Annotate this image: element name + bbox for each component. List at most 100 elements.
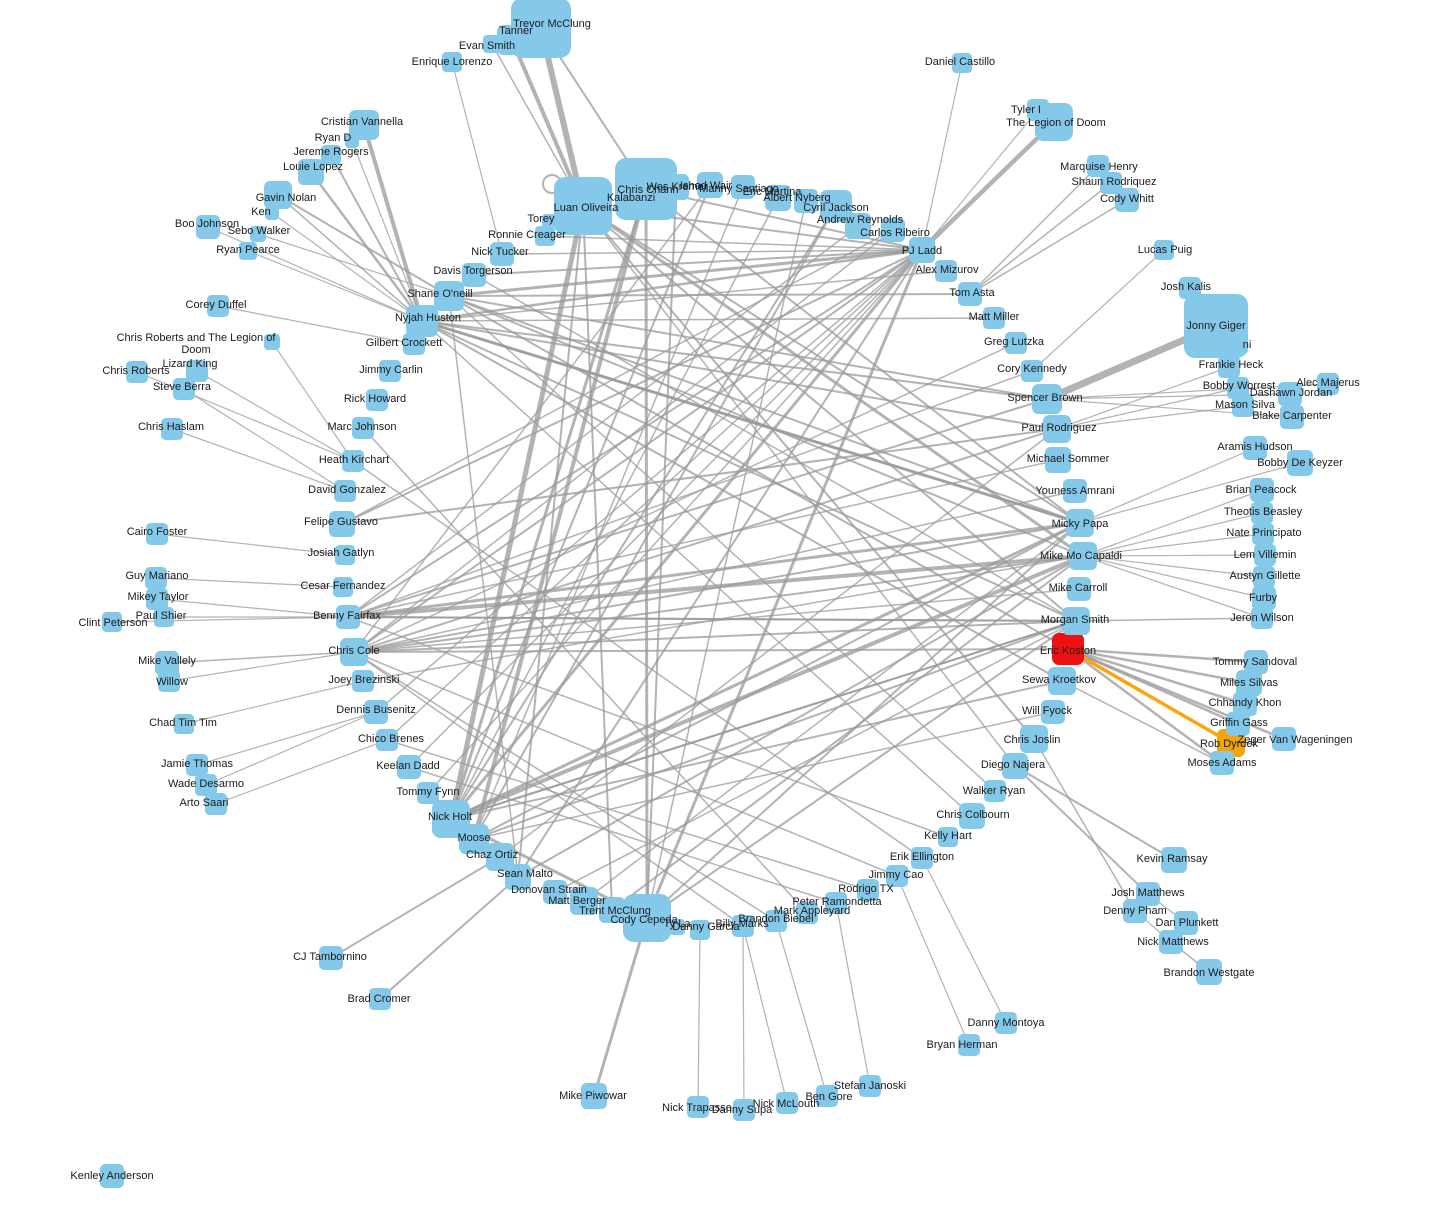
graph-node-mikey-taylor[interactable] [146, 588, 168, 610]
graph-node-aramis-hudson[interactable] [1243, 436, 1267, 460]
graph-node-jamie-thomas[interactable] [186, 754, 208, 776]
graph-node-brad-cromer[interactable] [369, 988, 391, 1010]
graph-node-steve-berra[interactable] [173, 378, 195, 400]
graph-node-gavin-nolan[interactable] [264, 181, 292, 209]
graph-node-cj-tambornino[interactable] [319, 946, 343, 970]
graph-node-youness-amrani[interactable] [1063, 479, 1087, 503]
graph-node-kevin-ramsay[interactable] [1161, 847, 1187, 873]
graph-node-ryan-pearce[interactable] [239, 242, 257, 260]
graph-node-jimmy-carlin[interactable] [379, 360, 401, 382]
graph-node-matt-berger[interactable] [570, 887, 598, 915]
graph-node-sebo-walker[interactable] [250, 226, 266, 242]
graph-node-alec-majerus[interactable] [1317, 373, 1339, 395]
graph-node-jereme-rogers[interactable] [321, 145, 341, 165]
graph-node-sean-malto[interactable] [505, 864, 531, 890]
graph-node-moses-adams[interactable] [1210, 751, 1234, 775]
graph-node-josh-kalis[interactable] [1179, 277, 1201, 299]
graph-node-nate-principato[interactable] [1252, 523, 1274, 545]
graph-node-will-fyock[interactable] [1041, 700, 1065, 724]
graph-node-cairo-foster[interactable] [146, 523, 168, 545]
graph-node-cory-kennedy[interactable] [1021, 360, 1043, 382]
graph-node-miles-silvas[interactable] [1236, 670, 1262, 696]
graph-node-ishod-wair[interactable] [697, 172, 723, 198]
graph-node-dennis-busenitz[interactable] [364, 700, 388, 724]
graph-node-austyn-gillette[interactable] [1253, 566, 1275, 588]
graph-node-cristian-vannella[interactable] [349, 110, 379, 140]
graph-node-blake-carpenter[interactable] [1280, 405, 1304, 429]
graph-node-tom-asta[interactable] [958, 282, 982, 306]
graph-node-nick-mclouth[interactable] [776, 1092, 798, 1114]
graph-node-mike-piwowar[interactable] [581, 1083, 607, 1109]
graph-node-kelly-hart[interactable] [938, 827, 958, 847]
graph-node-bryan-herman[interactable] [958, 1034, 980, 1056]
graph-node-davis-torgerson[interactable] [462, 263, 486, 287]
graph-node-cody-cepeda[interactable] [623, 894, 671, 942]
graph-node-marquise-henry[interactable] [1087, 155, 1109, 177]
graph-node-brian-peacock[interactable] [1250, 478, 1274, 502]
graph-node-willow[interactable] [158, 670, 180, 692]
graph-node-daniel-castillo[interactable] [952, 53, 972, 73]
graph-node-danny-garcia[interactable] [690, 920, 710, 940]
graph-node-chaz-ortiz[interactable] [486, 843, 514, 871]
graph-node-danny-montoya[interactable] [995, 1012, 1017, 1034]
graph-node-matt-miller[interactable] [983, 307, 1005, 329]
graph-node-kalabanzi[interactable] [618, 189, 638, 209]
graph-node-peter-ramondetta[interactable] [825, 892, 847, 914]
graph-node-jeron-wilson[interactable] [1251, 607, 1273, 629]
graph-node-marc-johnson[interactable] [352, 417, 374, 439]
graph-node-tommy-sandoval[interactable] [1244, 650, 1268, 674]
graph-node-mason-silva[interactable] [1232, 395, 1254, 417]
graph-node-ni[interactable] [1232, 338, 1248, 354]
graph-node-danny-supa[interactable] [733, 1099, 755, 1121]
graph-node-heath-kirchart[interactable] [342, 450, 364, 472]
graph-node-torey[interactable] [542, 214, 556, 228]
graph-node-andrew-reynolds[interactable] [845, 213, 871, 239]
graph-node-theotis-beasley[interactable] [1251, 502, 1273, 524]
graph-node-ben-gore[interactable] [816, 1085, 838, 1107]
graph-node-tanner[interactable] [497, 25, 527, 55]
graph-node-bobby-de-keyzer[interactable] [1287, 450, 1313, 476]
graph-node-wade-desarmo[interactable] [195, 774, 217, 796]
graph-node-louie-lopez[interactable] [298, 159, 324, 185]
graph-node-griffin-gass[interactable] [1226, 712, 1250, 736]
graph-node-nick-trapasso[interactable] [687, 1096, 709, 1118]
graph-node-rick-howard[interactable] [366, 389, 388, 411]
graph-node-ronnie-creager[interactable] [535, 226, 555, 246]
graph-node-albert-nyberg[interactable] [794, 189, 818, 213]
graph-node-michael-sommer[interactable] [1045, 447, 1071, 473]
graph-node-mike-carroll[interactable] [1067, 577, 1091, 601]
graph-node-cesar-fernandez[interactable] [333, 577, 353, 597]
graph-node-kenley-anderson[interactable] [100, 1164, 124, 1188]
graph-node-benny-fairfax[interactable] [336, 605, 360, 629]
graph-node-walker-ryan[interactable] [984, 780, 1006, 802]
graph-node-denny-pham[interactable] [1123, 899, 1147, 923]
graph-node-mike-mo-capaldi[interactable] [1069, 542, 1097, 570]
graph-node-mike-vallely[interactable] [155, 651, 179, 675]
graph-node-furby[interactable] [1252, 586, 1276, 610]
graph-node-chris-roberts[interactable] [126, 361, 148, 383]
graph-node-carlos-ribeiro[interactable] [881, 218, 905, 242]
graph-node-felipe-gustavo[interactable] [329, 511, 355, 537]
graph-node-lucas-puig[interactable] [1154, 240, 1174, 260]
graph-node-stefan-janoski[interactable] [859, 1075, 881, 1097]
graph-node-corey-duffel[interactable] [207, 295, 229, 317]
graph-node-luan-oliveira[interactable] [554, 177, 612, 235]
graph-node-shaun-rodriquez[interactable] [1100, 172, 1122, 194]
graph-node-dan-plunkett[interactable] [1174, 911, 1198, 935]
graph-node-paul-rodriguez[interactable] [1043, 415, 1071, 443]
graph-node-donovan-strain[interactable] [543, 880, 567, 904]
graph-node-billy-marks[interactable] [732, 915, 754, 937]
graph-node-chris-joslin[interactable] [1020, 725, 1048, 753]
graph-node-manny-santiago[interactable] [731, 175, 755, 199]
graph-node-chico-brenes[interactable] [376, 729, 398, 751]
graph-node-boo-johnson[interactable] [196, 215, 220, 239]
graph-node-chris-roberts-lod[interactable] [264, 334, 280, 350]
graph-node-nick-tucker[interactable] [490, 242, 514, 266]
graph-node-paul-shier[interactable] [154, 607, 174, 627]
graph-node-clint-peterson[interactable] [102, 612, 122, 632]
graph-node-cody-whitt[interactable] [1115, 188, 1139, 212]
graph-node-spencer-brown[interactable] [1032, 384, 1062, 414]
graph-node-dashawn-jordan[interactable] [1278, 382, 1302, 406]
graph-node-wes-kremer[interactable] [663, 174, 689, 200]
